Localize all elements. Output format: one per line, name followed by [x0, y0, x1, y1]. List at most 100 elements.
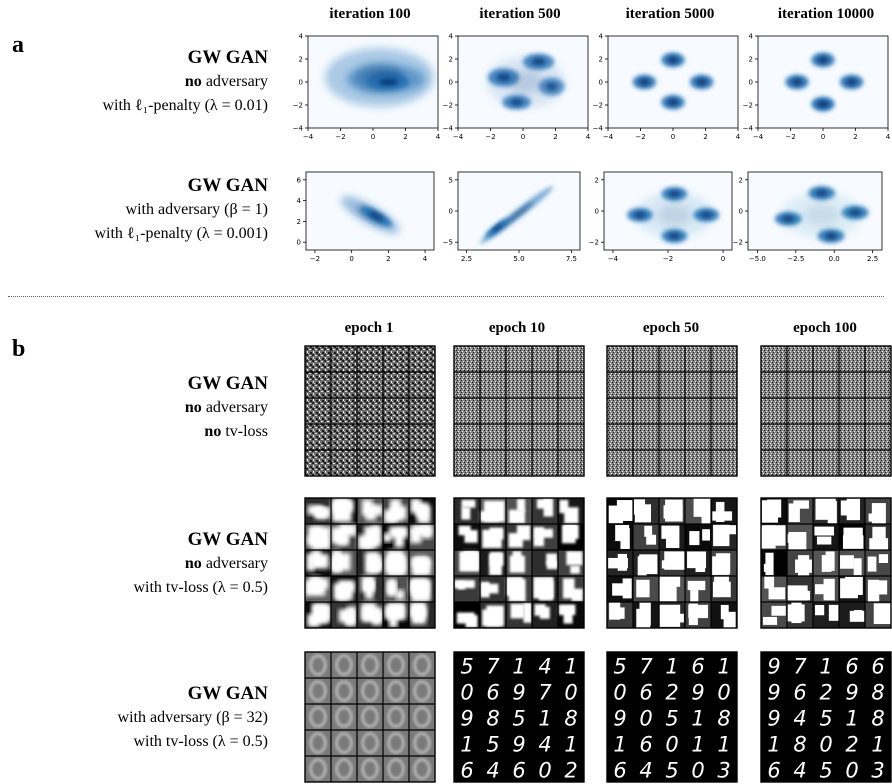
- panel-letter-a: a: [12, 32, 24, 58]
- grid-frame: [606, 651, 738, 783]
- faint-digit-sample: [387, 758, 405, 780]
- faint-digit-sample: [387, 654, 405, 676]
- row-line: with adversary (β = 1): [125, 201, 268, 218]
- density-blob: [369, 211, 384, 222]
- section-divider: [8, 296, 884, 297]
- panel-letter-b: b: [12, 336, 26, 362]
- blob-sample: [622, 578, 632, 599]
- x-tick-label: 0: [671, 133, 675, 141]
- blob-sample: [409, 602, 427, 618]
- blob-sample: [571, 588, 583, 602]
- blob-sample: [690, 586, 699, 602]
- faint-digit-sample: [413, 706, 431, 728]
- blob-sample: [559, 499, 569, 514]
- blob-sample: [639, 580, 650, 597]
- row-title: GW GAN: [187, 175, 268, 196]
- digit-sample: 9: [512, 732, 525, 756]
- x-tick-label: −4: [753, 133, 764, 141]
- row-line: with ℓ₁-penalty (λ = 0.001): [94, 225, 268, 242]
- blob-sample: [665, 499, 683, 522]
- blob-sample: [712, 511, 733, 521]
- digit-sample: 0: [819, 732, 832, 756]
- digit-sample: 6: [871, 654, 884, 678]
- digit-sample: 9: [691, 680, 704, 704]
- noise-samples: [305, 346, 435, 476]
- blob-sample: [421, 525, 432, 539]
- kde-plot: −5.0 −2.5 0.0 2.5 2 0 −2: [733, 171, 883, 263]
- kde-plot: −4 −2 0 2 4 4 2 0 −2 −4: [593, 33, 741, 142]
- blob-sample: [371, 525, 382, 546]
- x-tick-label: 0: [349, 255, 353, 263]
- row-line: no tv-loss: [204, 423, 268, 440]
- digit-sample: 9: [512, 680, 525, 704]
- grid-frame: [606, 497, 738, 629]
- x-tick-label: −2: [335, 133, 345, 141]
- x-tick-label: −4: [303, 133, 314, 141]
- digit-sample: 1: [613, 732, 626, 756]
- y-tick-label: 2: [297, 218, 301, 226]
- blob-sample: [461, 499, 476, 508]
- x-tick-label: −2: [485, 133, 495, 141]
- blob-sample: [480, 581, 490, 598]
- blob-sample: [539, 606, 550, 619]
- row-title: GW GAN: [187, 683, 268, 704]
- digit-sample: 1: [512, 654, 525, 678]
- x-tick-label: 0: [821, 133, 825, 141]
- plot-frame: [305, 171, 435, 251]
- blob-sample: [563, 606, 573, 624]
- x-tick-label: 5.0: [513, 255, 524, 263]
- row-line: with tv-loss (λ = 0.5): [133, 733, 268, 750]
- blob-sample: [793, 500, 809, 509]
- blob-sample: [415, 502, 428, 518]
- y-tick-label: −2: [743, 102, 753, 110]
- blob-sample: [387, 550, 404, 572]
- row-title: GW GAN: [187, 529, 268, 550]
- sample-grid: 5 7 1 4 10 6 9 7 09 8 5 1 81 5 9 4 16 4 6 0 2: [453, 651, 585, 783]
- blob-sample: [846, 498, 861, 521]
- row-line: with tv-loss (λ = 0.5): [133, 579, 268, 596]
- col-title-a-1: iteration 100: [329, 6, 411, 22]
- grid-frame: [453, 497, 585, 629]
- digit-sample: 8: [486, 706, 499, 730]
- blob-sample: [546, 553, 558, 566]
- kde-plot: −2 0 2 4 6 4 2 0: [297, 171, 435, 263]
- x-tick-label: −4: [603, 133, 614, 141]
- row-label-a-1: GW GAN no adversary with ℓ₁-penalty (λ =…: [6, 46, 268, 118]
- faint-digit-sample: [335, 758, 353, 780]
- faint-digit-sample: [335, 732, 353, 754]
- density-blob: [803, 204, 840, 226]
- faint-digit-sample: [361, 758, 379, 780]
- blob-sample: [311, 553, 329, 569]
- sample-grid: [760, 345, 892, 477]
- y-tick-label: 0: [449, 79, 453, 87]
- faint-digit-sample: [361, 680, 379, 702]
- x-tick-label: 0: [521, 133, 525, 141]
- blob-sample: [461, 507, 471, 520]
- blob-sample: [715, 553, 731, 574]
- row-label-a-2: GW GAN with adversary (β = 1) with ℓ₁-pe…: [6, 174, 268, 246]
- blob-sample: [344, 611, 355, 625]
- row-title: GW GAN: [187, 373, 268, 394]
- sample-grid: [304, 497, 436, 629]
- digit-sample: 7: [793, 654, 807, 678]
- blob-sample: [659, 576, 681, 587]
- blob-sample: [336, 534, 349, 546]
- x-tick-label: 2.5: [867, 255, 878, 263]
- digit-sample: 5: [613, 654, 626, 678]
- y-tick-label: 0: [749, 79, 753, 87]
- blob-sample: [827, 501, 837, 524]
- blob-sample: [843, 527, 863, 537]
- kde-plot: 2.5 5.0 7.5 5 0 −5: [443, 171, 581, 263]
- blob-sample: [828, 604, 839, 621]
- y-tick-label: 4: [749, 33, 754, 41]
- digit-sample: 7: [538, 680, 552, 704]
- blob-sample: [791, 602, 802, 624]
- blob-sample: [667, 613, 684, 623]
- blob-sample: [701, 506, 711, 524]
- y-tick-label: 2: [449, 56, 453, 64]
- blob-sample: [688, 603, 698, 626]
- digit-sample: 5: [819, 758, 832, 782]
- digit-sample: 2: [845, 732, 858, 756]
- y-tick-label: 0: [739, 208, 743, 216]
- blob-sample: [761, 525, 776, 549]
